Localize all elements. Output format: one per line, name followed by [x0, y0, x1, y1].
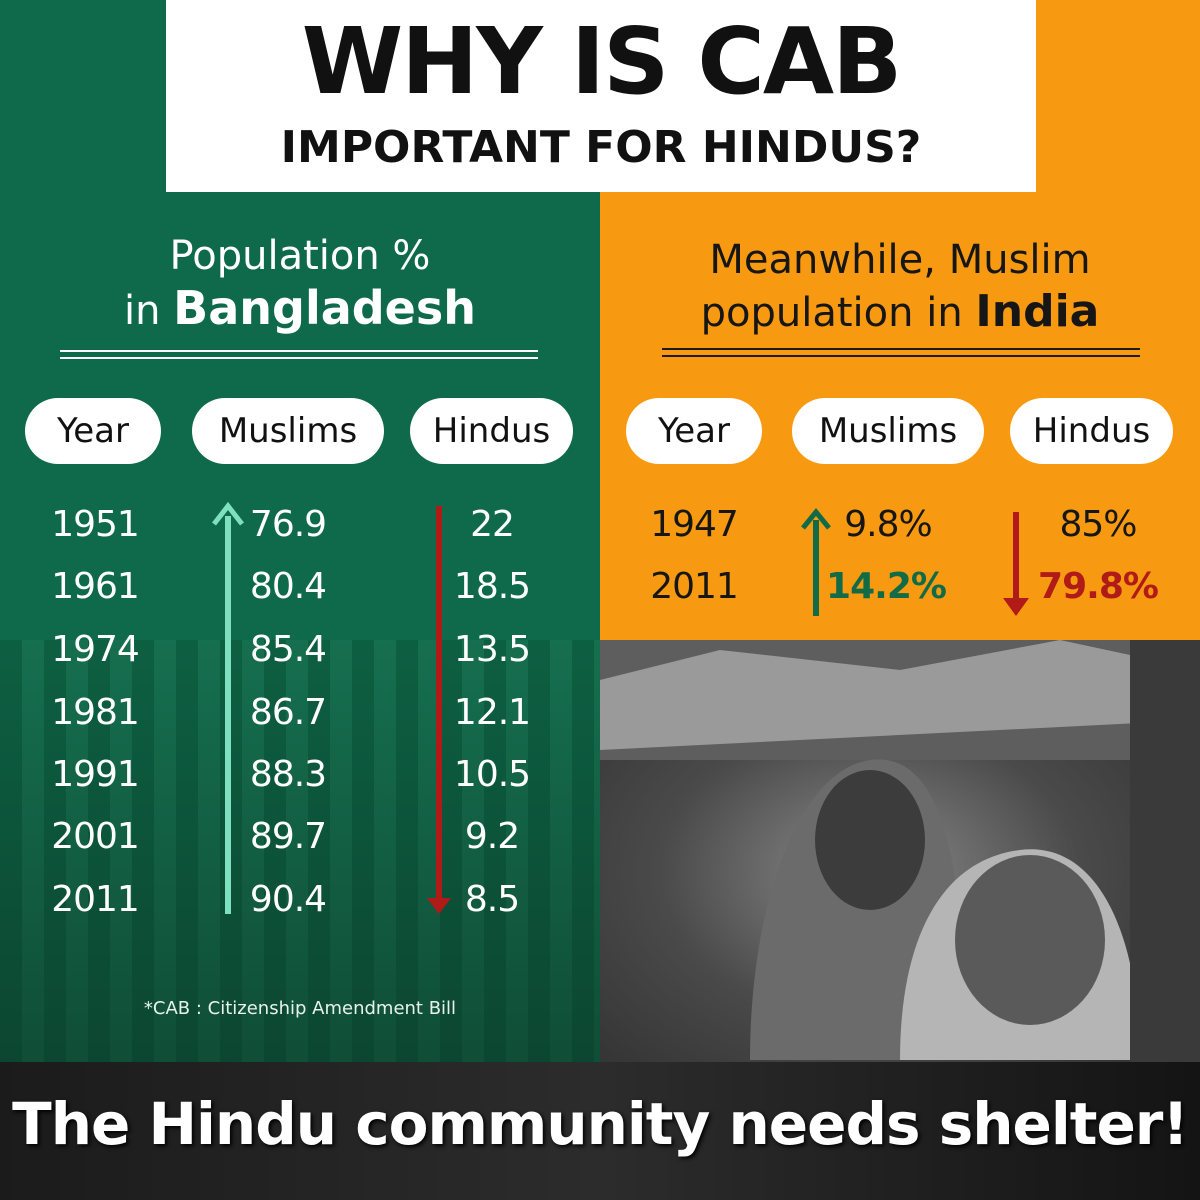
bd-col-hindus: Hindus [410, 398, 573, 464]
bd-year-cell: 1951 [51, 504, 140, 545]
crowd-photo [0, 640, 600, 1062]
page-subtitle: IMPORTANT FOR HINDUS? [280, 122, 922, 173]
bd-hindu-cell: 22 [470, 504, 515, 545]
bd-hindu-down-arrow [427, 506, 451, 914]
bd-year-cell: 1991 [51, 754, 140, 795]
in-muslim-cell: 9.8% [844, 504, 932, 545]
refugee-photo-illustration [600, 640, 1200, 1062]
bd-hindu-cell: 8.5 [464, 879, 520, 920]
refugee-photo [600, 640, 1200, 1062]
title-box [166, 0, 1036, 192]
bd-muslim-cell: 86.7 [249, 692, 327, 733]
india-heading-line2: population in India [630, 286, 1170, 339]
bangladesh-heading-in: in [123, 288, 174, 334]
bangladesh-heading-rule [60, 350, 538, 359]
india-heading: Meanwhile, Muslim population in India [630, 234, 1170, 339]
in-col-muslims: Muslims [792, 398, 984, 464]
bd-hindu-cell: 10.5 [453, 754, 531, 795]
bd-muslim-up-arrow [212, 501, 244, 914]
bottom-banner [0, 1062, 1200, 1200]
bd-year-cell: 1974 [51, 629, 140, 670]
bd-year-cell: 1981 [51, 692, 140, 733]
footnote: *CAB : Citizenship Amendment Bill [143, 998, 457, 1019]
bd-muslim-cell: 80.4 [249, 566, 327, 607]
bangladesh-heading: Population % in Bangladesh [60, 230, 540, 337]
bangladesh-heading-line1: Population % [169, 233, 431, 279]
bd-muslim-cell: 88.3 [249, 754, 327, 795]
in-year-cell: 2011 [650, 566, 739, 607]
bangladesh-heading-line2: in Bangladesh [60, 282, 540, 337]
bd-hindu-cell: 9.2 [464, 816, 520, 857]
in-year-cell: 1947 [650, 504, 739, 545]
bangladesh-heading-bold: Bangladesh [173, 281, 477, 335]
bd-year-cell: 1961 [51, 566, 140, 607]
bd-hindu-cell: 18.5 [453, 566, 531, 607]
bd-year-cell: 2011 [51, 879, 140, 920]
bd-col-year: Year [25, 398, 161, 464]
bd-muslim-cell: 89.7 [249, 816, 327, 857]
in-hindu-cell: 85% [1059, 504, 1137, 545]
in-muslim-up-arrow [801, 508, 831, 616]
in-muslim-cell: 14.2% [826, 566, 947, 607]
bd-muslim-cell: 90.4 [249, 879, 327, 920]
india-heading-line1: Meanwhile, Muslim [709, 237, 1091, 283]
bd-hindu-cell: 12.1 [453, 692, 531, 733]
in-hindu-cell: 79.8% [1038, 566, 1159, 607]
in-col-year: Year [626, 398, 762, 464]
india-heading-rule [662, 348, 1140, 357]
india-heading-bold: India [975, 286, 1100, 337]
bd-hindu-cell: 13.5 [453, 629, 531, 670]
bd-year-cell: 2001 [51, 816, 140, 857]
india-heading-prefix: population in [700, 290, 976, 336]
page-title: WHY IS CAB [301, 8, 902, 115]
tagline: The Hindu community needs shelter! [12, 1090, 1189, 1158]
in-col-hindus: Hindus [1010, 398, 1173, 464]
in-hindu-down-arrow [1003, 512, 1029, 616]
bd-col-muslims: Muslims [192, 398, 384, 464]
bd-muslim-cell: 76.9 [249, 504, 327, 545]
bd-muslim-cell: 85.4 [249, 629, 327, 670]
